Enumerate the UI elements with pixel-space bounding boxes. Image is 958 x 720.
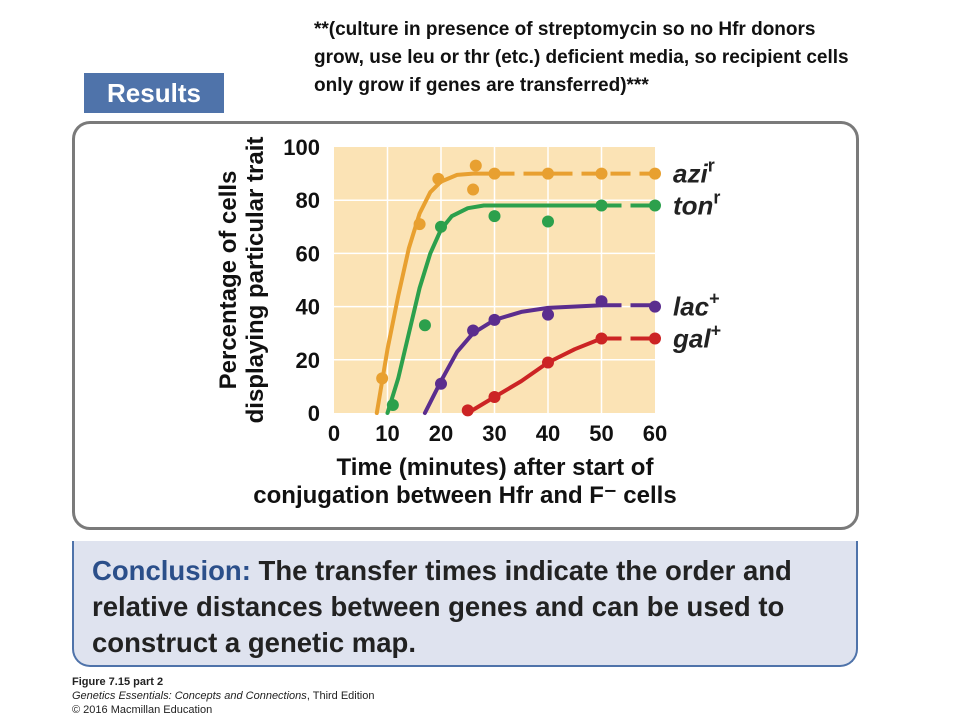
data-point-gal	[542, 356, 554, 369]
data-point-azi	[432, 172, 445, 185]
series-line-azi	[374, 171, 497, 415]
data-point-lac	[649, 300, 661, 313]
x-tick-label: 30	[482, 421, 506, 446]
data-point-ton	[488, 210, 501, 223]
series-label-azi: azir	[673, 156, 715, 189]
data-point-ton	[649, 199, 661, 212]
series-label-ton: tonr	[673, 188, 720, 221]
y-tick-label: 60	[296, 241, 320, 266]
y-tick-label: 0	[308, 401, 320, 426]
note-line-1: **(culture in presence of streptomycin s…	[314, 19, 816, 40]
series-line-ton	[385, 203, 604, 415]
data-point-lac	[542, 308, 554, 321]
series-line-lac	[422, 303, 604, 415]
x-axis-label: Time (minutes) after start of	[337, 454, 655, 481]
figure-caption: Figure 7.15 part 2 Genetics Essentials: …	[72, 675, 374, 717]
y-axis-label: Percentage of cells	[215, 171, 242, 390]
data-point-lac	[595, 295, 608, 308]
data-point-ton	[542, 215, 554, 228]
book-citation: Genetics Essentials: Concepts and Connec…	[72, 689, 374, 703]
y-tick-label: 20	[296, 348, 320, 373]
y-tick-label: 80	[296, 188, 320, 213]
figure-number: Figure 7.15 part 2	[72, 676, 164, 688]
data-point-gal	[488, 391, 501, 404]
data-point-lac	[488, 313, 501, 326]
x-axis-label: conjugation between Hfr and F⁻ cells	[253, 482, 676, 509]
book-title: Genetics Essentials: Concepts and Connec…	[72, 690, 307, 702]
y-axis-label: displaying particular trait	[242, 137, 269, 424]
data-point-ton	[595, 199, 608, 212]
series-label-gal: gal+	[672, 321, 721, 354]
conclusion-panel: Conclusion: The transfer times indicate …	[72, 541, 858, 667]
data-point-gal	[649, 332, 661, 345]
data-point-azi	[488, 167, 501, 180]
series-label-lac: lac+	[673, 289, 720, 322]
data-point-azi	[542, 167, 554, 180]
data-point-gal	[461, 404, 474, 417]
data-point-azi	[376, 372, 389, 385]
copyright: © 2016 Macmillan Education	[72, 704, 213, 716]
note-line-2: grow, use leu or thr (etc.) deficient me…	[314, 47, 849, 68]
conclusion-line-1: Conclusion: The transfer times indicate …	[92, 553, 852, 589]
x-tick-label: 20	[429, 421, 453, 446]
x-tick-label: 0	[328, 421, 340, 446]
data-point-lac	[467, 324, 480, 337]
conclusion-line-1-text: The transfer times indicate the order an…	[250, 555, 792, 586]
conclusion-line-2: relative distances between genes and can…	[92, 591, 785, 622]
data-point-ton	[435, 220, 447, 233]
x-tick-label: 60	[643, 421, 667, 446]
data-point-azi	[413, 218, 426, 231]
data-point-gal	[595, 332, 608, 345]
conjugation-chart: 0 10 20 30 40 50 60 0 20 40 60 80 100 Time (minutes) …	[215, 135, 721, 509]
data-point-azi	[595, 167, 608, 180]
data-point-ton	[386, 399, 399, 412]
conclusion-text: Conclusion: The transfer times indicate …	[92, 553, 852, 661]
results-label: Results	[84, 73, 224, 113]
conclusion-line-3: construct a genetic map.	[92, 627, 416, 658]
note-line-3: only grow if genes are transferred)***	[314, 75, 649, 96]
experiment-note: **(culture in presence of streptomycin s…	[314, 16, 914, 100]
x-tick-label: 10	[375, 421, 399, 446]
x-tick-label: 40	[536, 421, 560, 446]
data-point-azi	[469, 159, 482, 172]
book-edition: , Third Edition	[306, 690, 375, 702]
data-point-ton	[418, 319, 431, 332]
data-point-azi	[649, 167, 661, 180]
data-point-azi	[467, 183, 480, 196]
x-tick-label: 50	[589, 421, 613, 446]
conclusion-label: Conclusion:	[92, 555, 251, 586]
data-point-lac	[435, 377, 447, 390]
y-tick-label: 40	[296, 295, 320, 320]
y-tick-label: 100	[283, 135, 320, 160]
